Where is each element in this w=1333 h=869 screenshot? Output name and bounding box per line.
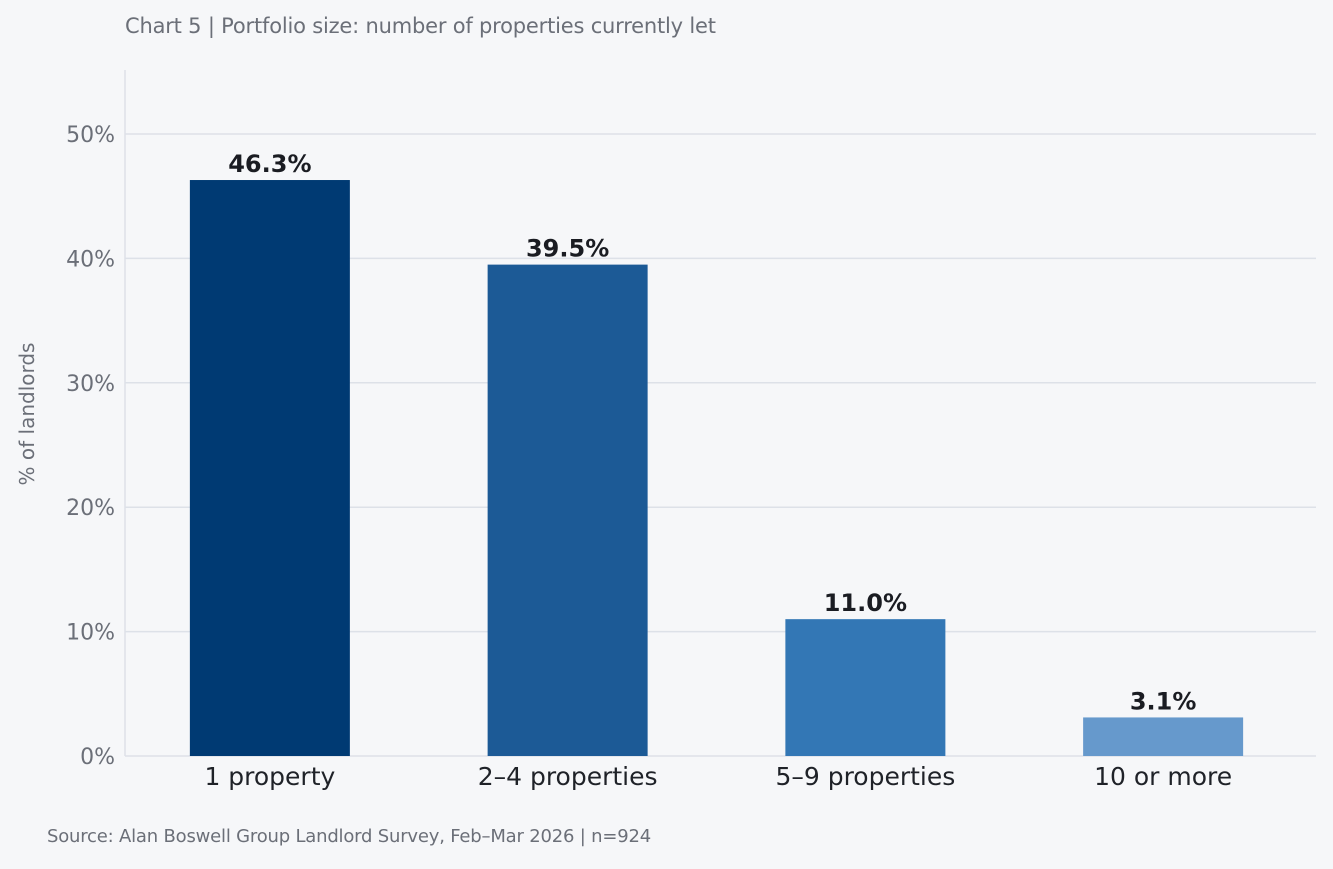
y-tick-label: 40% <box>66 247 115 272</box>
y-tick-label: 20% <box>66 496 115 521</box>
x-tick-label: 5–9 properties <box>775 762 955 791</box>
y-axis-ticks: 0% 10% 20% 30% 40% 50% <box>66 123 115 770</box>
bar <box>487 264 648 756</box>
chart-title: Chart 5 | Portfolio size: number of prop… <box>125 14 716 38</box>
y-tick-label: 50% <box>66 123 115 148</box>
y-tick-label: 30% <box>66 372 115 397</box>
bar <box>189 180 350 756</box>
bar <box>1083 717 1244 756</box>
y-tick-label: 0% <box>80 745 115 770</box>
value-label: 3.1% <box>1130 687 1197 715</box>
x-tick-label: 10 or more <box>1094 762 1232 791</box>
bar <box>785 619 946 756</box>
bars <box>189 180 1244 756</box>
value-label: 11.0% <box>824 589 907 617</box>
source-note: Source: Alan Boswell Group Landlord Surv… <box>47 826 651 847</box>
x-tick-label: 2–4 properties <box>478 762 658 791</box>
value-label: 46.3% <box>228 150 311 178</box>
value-labels: 46.3% 39.5% 11.0% 3.1% <box>228 150 1196 715</box>
value-label: 39.5% <box>526 235 609 263</box>
y-axis-label: % of landlords <box>15 343 39 486</box>
x-tick-label: 1 property <box>204 762 335 791</box>
x-axis-tick-labels: 1 property 2–4 properties 5–9 properties 10… <box>204 762 1232 791</box>
y-tick-label: 10% <box>66 621 115 646</box>
